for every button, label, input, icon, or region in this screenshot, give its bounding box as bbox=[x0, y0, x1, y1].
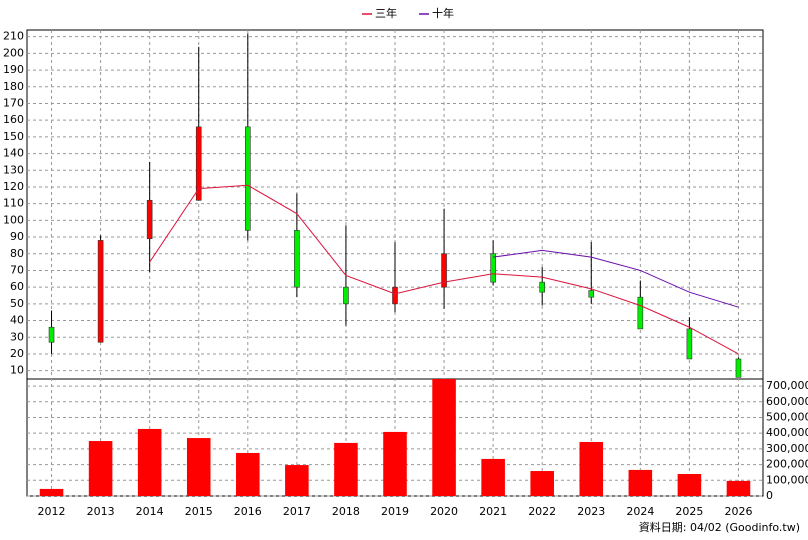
y-tick-label: 160 bbox=[3, 113, 24, 126]
line-series bbox=[149, 184, 739, 355]
y-tick-label: 130 bbox=[3, 163, 24, 176]
candle-body bbox=[294, 230, 300, 288]
x-tick-label: 2024 bbox=[626, 505, 654, 518]
y2-tick-label: 400,000 bbox=[766, 426, 808, 439]
y-tick-label: 50 bbox=[10, 297, 24, 310]
y-tick-label: 200 bbox=[3, 46, 24, 59]
volume-bar bbox=[432, 379, 456, 496]
candle-body bbox=[392, 286, 398, 305]
y2-tick-label: 600,000 bbox=[766, 395, 808, 408]
x-tick-label: 2021 bbox=[479, 505, 507, 518]
x-tick-label: 2014 bbox=[136, 505, 164, 518]
volume-bar bbox=[137, 428, 162, 496]
candle-body bbox=[539, 281, 546, 293]
y2-tick-label: 200,000 bbox=[766, 458, 808, 471]
y-tick-label: 120 bbox=[3, 180, 24, 193]
y2-tick-label: 500,000 bbox=[766, 410, 808, 423]
x-tick-label: 2026 bbox=[724, 505, 752, 518]
x-tick-label: 2020 bbox=[430, 505, 458, 518]
y-tick-label: 140 bbox=[3, 147, 24, 160]
x-tick-label: 2013 bbox=[87, 505, 115, 518]
volume-bar bbox=[481, 458, 505, 496]
x-tick-label: 2016 bbox=[234, 505, 262, 518]
x-tick-label: 2022 bbox=[528, 505, 556, 518]
y-tick-label: 110 bbox=[3, 197, 24, 210]
y-tick-label: 60 bbox=[10, 280, 24, 293]
volume-bar bbox=[186, 438, 211, 496]
volume-bar bbox=[579, 441, 604, 496]
candle-body bbox=[637, 296, 644, 330]
x-tick-label: 2023 bbox=[577, 505, 605, 518]
y2-tick-label: 700,000 bbox=[766, 379, 808, 392]
x-tick-label: 2012 bbox=[38, 505, 66, 518]
candle-body bbox=[588, 290, 595, 298]
y-tick-label: 190 bbox=[3, 63, 24, 76]
x-tick-label: 2015 bbox=[185, 505, 213, 518]
y2-tick-label: 100,000 bbox=[766, 473, 808, 486]
x-tick-label: 2019 bbox=[381, 505, 409, 518]
volume-bar bbox=[88, 441, 113, 496]
candle-body bbox=[146, 200, 153, 240]
y2-tick-label: 300,000 bbox=[766, 442, 808, 455]
volume-bar bbox=[383, 431, 407, 496]
y2-tick-label: 0 bbox=[766, 489, 773, 502]
candle-body bbox=[441, 253, 447, 288]
candle-body bbox=[195, 126, 202, 201]
y-tick-label: 40 bbox=[10, 314, 24, 327]
y-tick-label: 210 bbox=[3, 30, 24, 43]
y-tick-label: 10 bbox=[10, 364, 24, 377]
volume-bar bbox=[726, 480, 751, 496]
volume-bar bbox=[628, 469, 653, 496]
y-tick-label: 20 bbox=[10, 347, 24, 360]
candle-body bbox=[735, 358, 742, 378]
y-tick-label: 80 bbox=[10, 247, 24, 260]
line-series bbox=[493, 249, 739, 308]
y-tick-label: 30 bbox=[10, 330, 24, 343]
volume-bar bbox=[677, 474, 702, 496]
y-tick-label: 100 bbox=[3, 213, 24, 226]
volume-bar bbox=[285, 465, 309, 496]
y-tick-label: 170 bbox=[3, 96, 24, 109]
candle-body bbox=[97, 240, 104, 343]
candle-body bbox=[48, 326, 55, 343]
candle-body bbox=[686, 328, 693, 360]
volume-bar bbox=[334, 442, 358, 496]
y-tick-label: 150 bbox=[3, 130, 24, 143]
volume-bar bbox=[236, 452, 260, 496]
x-tick-label: 2017 bbox=[283, 505, 311, 518]
legend-label: 三年 bbox=[375, 6, 397, 20]
y-tick-label: 70 bbox=[10, 263, 24, 276]
candle-body bbox=[343, 286, 349, 305]
volume-bar bbox=[39, 488, 64, 496]
x-tick-label: 2025 bbox=[675, 505, 703, 518]
candle-body bbox=[490, 253, 496, 283]
legend-label: 十年 bbox=[432, 6, 454, 20]
footer: 資料日期: 04/02 (Goodinfo.tw) bbox=[639, 520, 800, 534]
candle-body bbox=[245, 126, 251, 231]
volume-bar bbox=[530, 471, 554, 496]
y-tick-label: 180 bbox=[3, 80, 24, 93]
x-tick-label: 2018 bbox=[332, 505, 360, 518]
y-tick-label: 90 bbox=[10, 230, 24, 243]
